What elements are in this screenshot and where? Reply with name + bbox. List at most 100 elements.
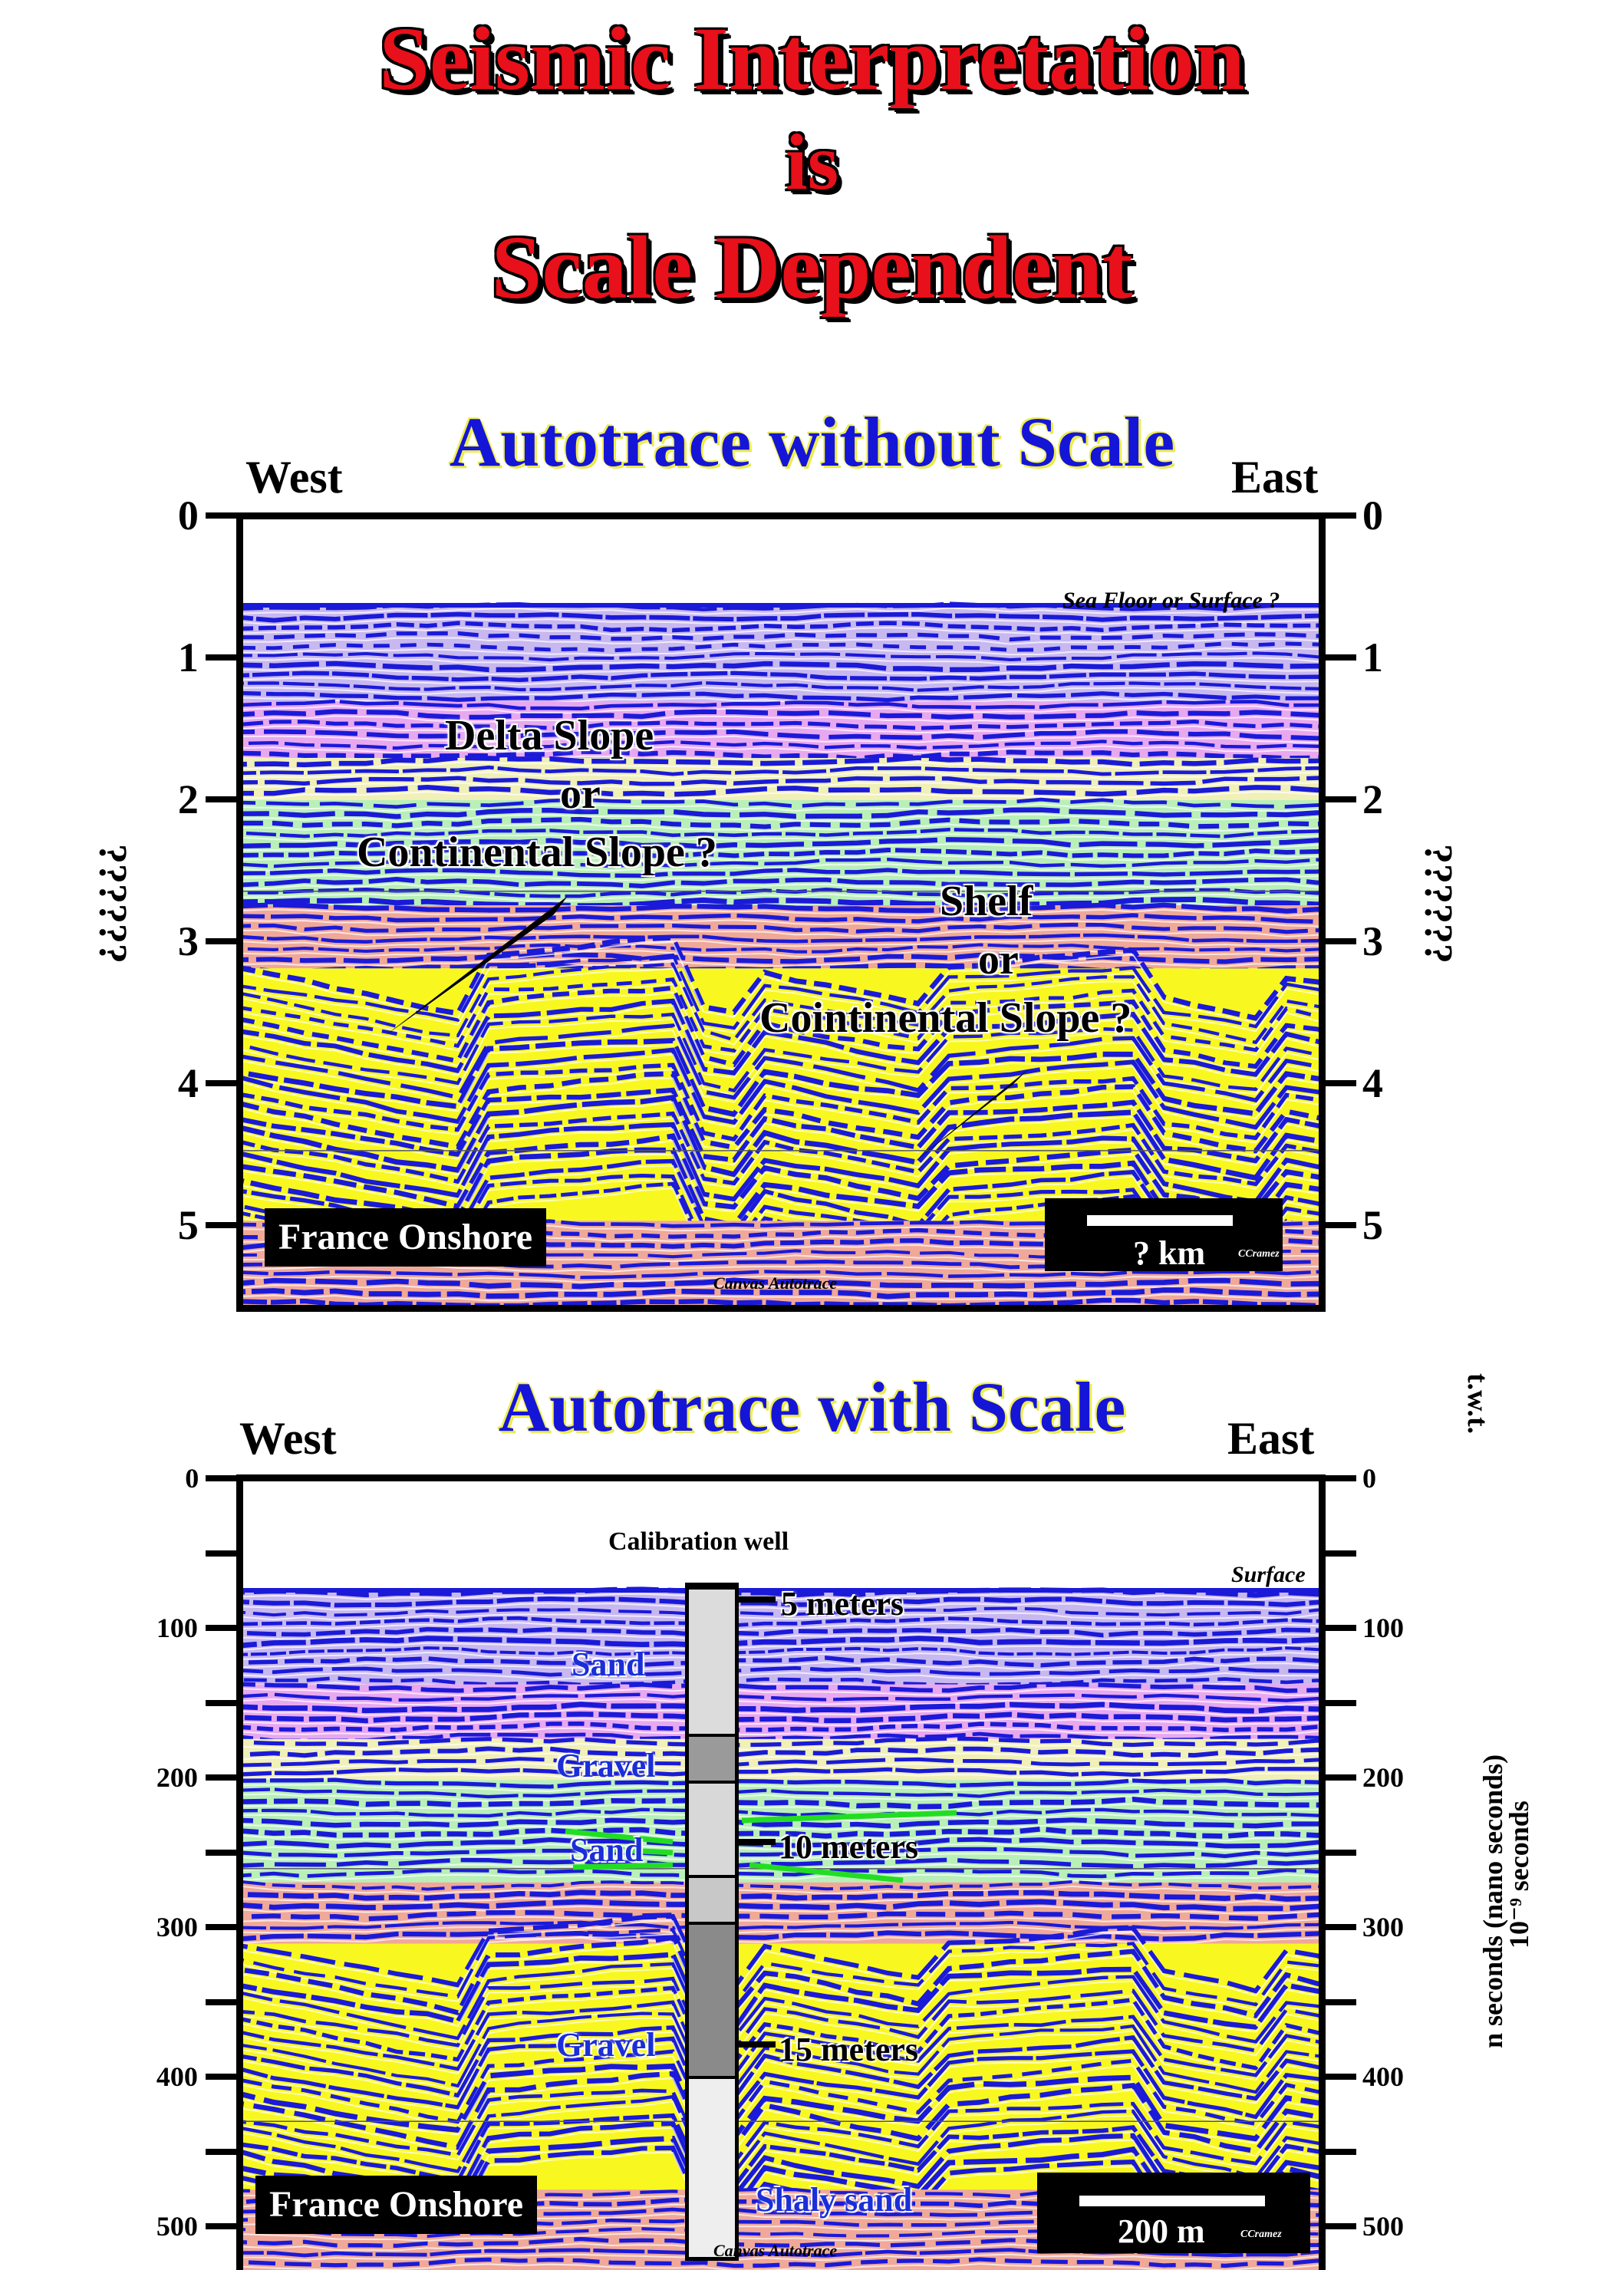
- well-segment: [689, 1734, 735, 1781]
- well-note-5m: 5 meters: [781, 1585, 904, 1623]
- reflector: [243, 755, 1319, 768]
- axis-tick-label: 0: [185, 1463, 199, 1494]
- reflector-white: [243, 863, 1319, 872]
- reflector-white: [243, 1843, 1319, 1852]
- reflector-white: [243, 908, 1319, 917]
- reflector: [243, 765, 1319, 776]
- axis-tick-label: 200: [156, 1762, 198, 1793]
- reflector-white: [243, 735, 1319, 744]
- reflector: [243, 1133, 1319, 1212]
- layer-shaly-sand: Shaly sand: [756, 2181, 913, 2219]
- reflector-white: [243, 1642, 1319, 1651]
- reflector: [243, 699, 1319, 710]
- reflector: [243, 1899, 1319, 1912]
- reflector-white: [243, 705, 1319, 714]
- top-annotation-shelf-2: or: [978, 936, 1019, 983]
- reflector: [243, 1122, 1319, 1205]
- top-seismic-image: [243, 601, 1319, 1305]
- reflector: [243, 1817, 1319, 1829]
- reflector: [243, 1626, 1319, 1638]
- main-title-line1: Seismic Interpretation: [379, 8, 1245, 109]
- reflector: [243, 631, 1319, 642]
- reflector-white: [243, 893, 1319, 902]
- reflector: [243, 1071, 1319, 1154]
- reflector-white: [243, 1803, 1319, 1813]
- reflector-white: [243, 873, 1319, 881]
- reflector: [243, 1757, 1319, 1768]
- reflector-white: [243, 1622, 1319, 1631]
- bottom-credit: CCramez: [1240, 2229, 1282, 2240]
- axis-tick-label: 2: [177, 776, 199, 822]
- axis-tick-label: 5: [177, 1202, 199, 1248]
- axis-minor-tick: [1326, 1849, 1356, 1856]
- reflector: [243, 1826, 1319, 1839]
- reflector: [243, 1712, 1319, 1724]
- reflector: [243, 1047, 1319, 1130]
- reflector: [243, 1094, 1319, 1181]
- reflector-white: [243, 1602, 1319, 1611]
- green-reflector: [565, 1828, 674, 1845]
- reflector: [243, 1889, 1319, 1902]
- well-segment: [689, 1586, 735, 1735]
- reflector-white: [243, 1833, 1319, 1842]
- reflector-white: [243, 2005, 1319, 2081]
- reflector-white: [243, 833, 1319, 842]
- reflector: [243, 1787, 1319, 1799]
- reflector-white: [243, 1742, 1319, 1751]
- top-scale-label: ? km: [1133, 1234, 1206, 1272]
- reflector-white: [243, 1920, 1319, 1997]
- axis-tick: [1326, 2074, 1356, 2080]
- reflector-white: [243, 991, 1319, 1072]
- well-segment: [689, 1922, 735, 2077]
- axis-tick-label: 4: [1362, 1060, 1383, 1106]
- reflector-white: [243, 928, 1319, 937]
- reflector: [243, 1702, 1319, 1714]
- bottom-twt-label: t.w.t.: [1461, 1373, 1494, 1435]
- bottom-surface-label: Surface: [1231, 1562, 1306, 1587]
- axis-tick: [206, 1774, 236, 1781]
- reflector: [243, 902, 1319, 914]
- reflector: [243, 828, 1319, 838]
- layer-sand-2: Sand: [570, 1831, 644, 1869]
- reflector: [243, 1087, 1319, 1164]
- axis-tick: [206, 796, 236, 802]
- reflector-white: [243, 1661, 1319, 1671]
- reflector-white: [243, 2262, 1319, 2270]
- top-annotation-delta-3: Continental Slope ?: [357, 829, 717, 876]
- well-segment: [689, 1781, 735, 1875]
- reflector-white: [243, 1698, 1319, 1706]
- reflector-white: [243, 1593, 1319, 1601]
- reflector-white: [243, 1632, 1319, 1641]
- reflector: [243, 2088, 1319, 2166]
- reflector: [243, 998, 1319, 1077]
- reflector: [243, 611, 1319, 623]
- reflector-white: [243, 938, 1319, 947]
- reflector-white: [243, 1283, 1319, 1293]
- reflector: [243, 913, 1319, 924]
- reflector-white: [243, 1967, 1319, 2048]
- top-east-label: East: [1231, 452, 1319, 502]
- reflector: [243, 776, 1319, 786]
- reflector-white: [243, 1044, 1319, 1120]
- axis-tick: [206, 1475, 236, 1481]
- reflector: [243, 1721, 1319, 1732]
- reflector-white: [243, 918, 1319, 927]
- main-title-line3: Scale Dependent: [491, 217, 1133, 318]
- arrow-shelf: [909, 1069, 1028, 1166]
- axis-tick-label: 500: [1362, 2211, 1404, 2242]
- layer-gravel-1: Gravel: [556, 1747, 656, 1784]
- reflector: [243, 749, 1319, 761]
- reflector-white: [243, 1873, 1319, 1882]
- axis-tick: [206, 654, 236, 661]
- reflector-white: [243, 1752, 1319, 1761]
- reflector: [243, 1063, 1319, 1142]
- reflector-white: [243, 745, 1319, 754]
- axis-minor-tick: [206, 1550, 236, 1557]
- reflector: [243, 621, 1319, 633]
- reflector-white: [243, 1672, 1319, 1681]
- bottom-scale-bar: [1079, 2196, 1265, 2206]
- bottom-east-label: East: [1227, 1413, 1315, 1464]
- reflector-white: [243, 983, 1319, 1056]
- axis-tick: [1326, 938, 1356, 944]
- reflector: [243, 2094, 1319, 2179]
